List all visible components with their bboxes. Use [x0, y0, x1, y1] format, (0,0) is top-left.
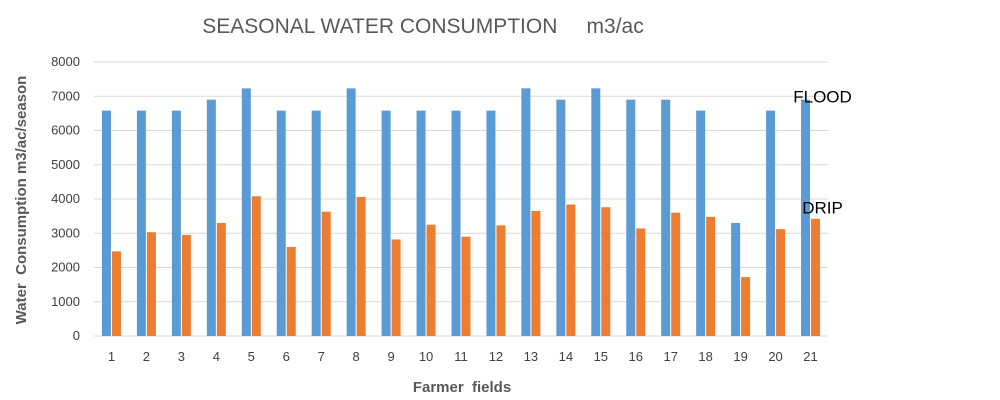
bar-series1-field-18 — [696, 110, 706, 336]
x-tick-label: 13 — [524, 349, 538, 364]
bar-series2-field-20 — [776, 229, 786, 336]
x-tick-label: 15 — [594, 349, 608, 364]
x-tick-label: 19 — [733, 349, 747, 364]
bar-series1-field-2 — [136, 110, 146, 336]
bar-series2-field-8 — [356, 196, 366, 336]
bar-series2-field-21 — [811, 218, 821, 336]
bar-series2-field-9 — [391, 239, 401, 336]
y-axis-title: Water Consumption m3/ac/season — [13, 76, 30, 325]
bar-series2-field-13 — [531, 210, 541, 336]
y-tick-label: 3000 — [51, 225, 80, 240]
bar-series1-field-14 — [556, 99, 566, 336]
bar-series2-field-15 — [601, 207, 611, 336]
x-tick-label: 14 — [559, 349, 573, 364]
x-tick-label: 12 — [489, 349, 503, 364]
bar-series1-field-5 — [241, 88, 251, 336]
bar-series1-field-16 — [626, 99, 636, 336]
x-tick-label: 10 — [419, 349, 433, 364]
bar-series1-field-1 — [101, 110, 111, 336]
bar-series1-field-12 — [486, 110, 496, 336]
annotation-drip: DRIP — [802, 199, 843, 218]
x-tick-label: 9 — [387, 349, 394, 364]
y-tick-label: 0 — [73, 328, 80, 343]
x-tick-label: 18 — [698, 349, 712, 364]
bar-series1-field-9 — [381, 110, 391, 336]
y-tick-label: 6000 — [51, 123, 80, 138]
bars — [101, 88, 821, 336]
bar-series2-field-3 — [181, 234, 191, 336]
x-tick-label: 2 — [143, 349, 150, 364]
y-tick-label: 7000 — [51, 88, 80, 103]
y-tick-label: 1000 — [51, 294, 80, 309]
x-tick-label: 8 — [353, 349, 360, 364]
x-tick-label: 1 — [108, 349, 115, 364]
bar-series2-field-16 — [636, 228, 646, 336]
x-axis-title: Farmer fields — [413, 379, 511, 396]
bar-series1-field-17 — [661, 99, 671, 336]
x-tick-label: 7 — [318, 349, 325, 364]
chart-title: SEASONAL WATER CONSUMPTION m3/ac — [202, 15, 643, 38]
y-axis-ticks: 0 1000 2000 3000 4000 5000 6000 7000 8000 — [51, 54, 80, 343]
gridlines — [94, 61, 828, 337]
x-tick-label: 4 — [213, 349, 220, 364]
bar-series2-field-7 — [321, 211, 331, 336]
bar-series2-field-18 — [706, 216, 716, 336]
bar-series1-field-7 — [311, 110, 321, 336]
x-tick-label: 20 — [768, 349, 782, 364]
bar-series1-field-6 — [276, 110, 286, 336]
bar-series1-field-21 — [801, 99, 811, 336]
bar-series1-field-19 — [731, 222, 741, 336]
x-axis-ticks: 1 2 3 4 5 6 7 8 9 10 11 12 13 14 15 16 17 18 19 20 21 — [108, 349, 818, 364]
y-tick-label: 8000 — [51, 54, 80, 69]
bar-series2-field-14 — [566, 204, 576, 336]
x-tick-label: 6 — [283, 349, 290, 364]
bar-series1-field-20 — [766, 110, 776, 336]
y-tick-label: 5000 — [51, 157, 80, 172]
x-tick-label: 17 — [663, 349, 677, 364]
bar-series2-field-6 — [286, 246, 296, 336]
bar-series1-field-10 — [416, 110, 426, 336]
x-tick-label: 11 — [454, 349, 468, 364]
bar-series2-field-10 — [426, 224, 436, 336]
y-tick-label: 4000 — [51, 191, 80, 206]
x-tick-label: 21 — [803, 349, 817, 364]
bar-series2-field-11 — [461, 236, 471, 336]
bar-series2-field-4 — [216, 222, 226, 336]
bar-series1-field-11 — [451, 110, 461, 336]
bar-series2-field-1 — [111, 251, 121, 336]
bar-series2-field-17 — [671, 212, 681, 336]
x-tick-label: 3 — [178, 349, 185, 364]
bar-series1-field-13 — [521, 88, 531, 336]
annotations: FLOOD DRIP — [793, 87, 852, 217]
bar-series2-field-2 — [146, 232, 156, 336]
bar-series2-field-12 — [496, 225, 506, 336]
bar-series1-field-8 — [346, 88, 356, 336]
x-tick-label: 16 — [629, 349, 643, 364]
bar-series2-field-5 — [251, 196, 261, 336]
x-tick-label: 5 — [248, 349, 255, 364]
bar-series2-field-19 — [741, 277, 751, 336]
bar-series1-field-4 — [206, 99, 216, 336]
annotation-flood: FLOOD — [793, 87, 852, 106]
bar-series1-field-15 — [591, 88, 601, 336]
y-tick-label: 2000 — [51, 260, 80, 275]
bar-series1-field-3 — [171, 110, 181, 336]
